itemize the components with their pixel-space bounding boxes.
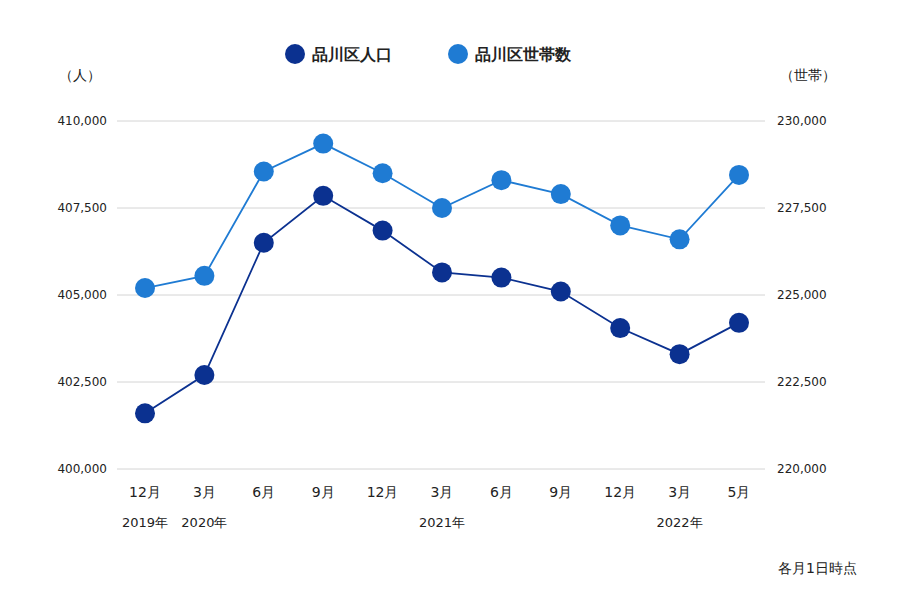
x-tick-label: 9月 <box>549 484 572 500</box>
series-point <box>135 403 155 423</box>
series-point <box>194 266 214 286</box>
series-point <box>491 170 511 190</box>
series-point <box>551 184 571 204</box>
series-point <box>610 215 630 235</box>
series-point <box>313 186 333 206</box>
x-tick-label: 12月 <box>604 484 636 500</box>
legend: 品川区人口 品川区世帯数 <box>285 44 572 64</box>
y2-tick-label: 225,000 <box>777 288 827 302</box>
x-tick-label: 6月 <box>490 484 513 500</box>
plot-area <box>135 134 749 424</box>
grid-line <box>117 382 765 383</box>
series-point <box>491 268 511 288</box>
series-point <box>551 282 571 302</box>
x-tick-label: 5月 <box>728 484 751 500</box>
series-point <box>313 134 333 154</box>
legend-label: 品川区世帯数 <box>475 45 572 64</box>
x-year-label: 2021年 <box>419 515 465 530</box>
y2-tick-label: 220,000 <box>777 462 827 476</box>
y-tick-label: 400,000 <box>57 462 107 476</box>
x-tick-label: 12月 <box>129 484 161 500</box>
y-tick-label: 405,000 <box>57 288 107 302</box>
y2-tick-label: 230,000 <box>777 114 827 128</box>
x-year-label: 2019年 <box>122 515 168 530</box>
series-point <box>432 262 452 282</box>
x-tick-label: 12月 <box>367 484 399 500</box>
grid <box>117 121 765 469</box>
series-point <box>254 233 274 253</box>
grid-line <box>117 469 765 470</box>
series-point <box>670 229 690 249</box>
legend-swatch <box>448 44 468 64</box>
series-point <box>610 318 630 338</box>
x-tick-label: 6月 <box>252 484 275 500</box>
series-point <box>670 344 690 364</box>
y-axis-label: （人） <box>59 67 101 83</box>
series-line <box>145 196 739 414</box>
series-point <box>254 161 274 181</box>
x-year-label: 2022年 <box>657 515 703 530</box>
x-tick-label: 3月 <box>668 484 691 500</box>
y2-tick <box>765 295 766 296</box>
series-point <box>432 198 452 218</box>
y2-tick-label: 222,500 <box>777 375 827 389</box>
legend-swatch <box>285 44 305 64</box>
series-point <box>373 163 393 183</box>
y2-tick <box>765 382 766 383</box>
series-point <box>194 365 214 385</box>
y2-tick <box>765 208 766 209</box>
chart: 400,000 402,500 405,000 407,500 410,000 220,0… <box>0 0 900 600</box>
chart-container: 400,000 402,500 405,000 407,500 410,000 220,0… <box>0 0 900 600</box>
y-tick-label: 407,500 <box>57 201 107 215</box>
grid-line <box>117 295 765 296</box>
grid-line <box>117 121 765 122</box>
series-point <box>135 278 155 298</box>
y2-axis-label: （世帯） <box>780 67 836 83</box>
x-year-label: 2020年 <box>181 515 227 530</box>
series-line <box>145 144 739 288</box>
y2-tick <box>765 469 766 470</box>
y2-tick <box>765 121 766 122</box>
x-tick-label: 9月 <box>312 484 335 500</box>
y-tick-label: 410,000 <box>57 114 107 128</box>
annotation: 各月1日時点 <box>778 560 857 576</box>
series-point <box>729 165 749 185</box>
legend-label: 品川区人口 <box>312 45 392 64</box>
y2-tick-label: 227,500 <box>777 201 827 215</box>
y-tick-label: 402,500 <box>57 375 107 389</box>
x-tick-label: 3月 <box>193 484 216 500</box>
series-point <box>729 313 749 333</box>
series-point <box>373 221 393 241</box>
x-tick-label: 3月 <box>431 484 454 500</box>
